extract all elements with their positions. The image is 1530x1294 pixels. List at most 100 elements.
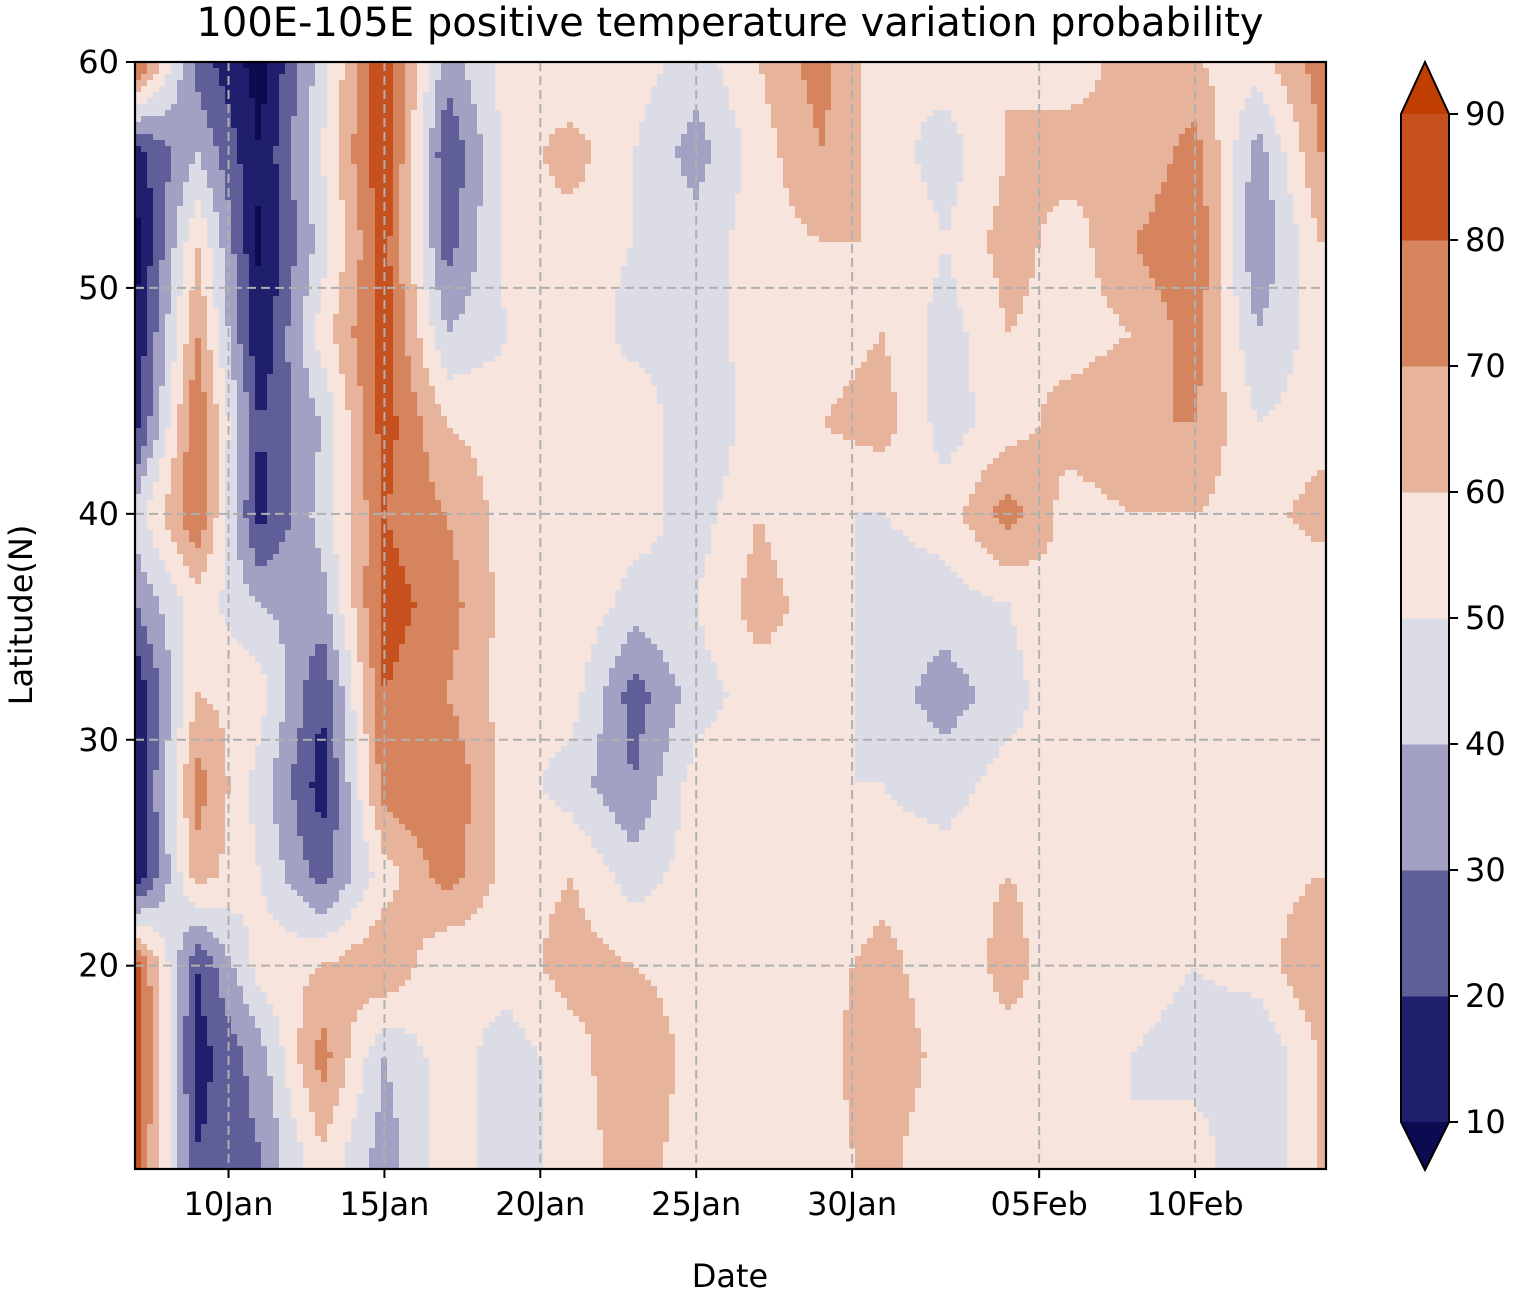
contour-cell (1071, 140, 1078, 147)
contour-cell (747, 194, 754, 201)
contour-cell (501, 152, 508, 159)
contour-cell (735, 152, 742, 159)
contour-cell (1101, 116, 1108, 123)
contour-cell (639, 182, 646, 189)
contour-cell (1101, 188, 1108, 195)
contour-cell (975, 170, 982, 177)
contour-cell (435, 104, 442, 111)
contour-cell (333, 80, 340, 87)
contour-cell (1047, 80, 1054, 87)
contour-cell (1203, 188, 1210, 195)
contour-cell (885, 98, 892, 105)
contour-cell (963, 68, 970, 75)
contour-cell (1119, 164, 1126, 171)
contour-cell (687, 98, 694, 105)
contour-cell (1137, 116, 1144, 123)
contour-cell (735, 110, 742, 117)
contour-cell (303, 92, 310, 99)
contour-cell (1083, 92, 1090, 99)
contour-cell (879, 134, 886, 141)
contour-cell (741, 206, 748, 213)
contour-cell (171, 188, 178, 195)
contour-cell (441, 170, 448, 177)
contour-cell (867, 128, 874, 135)
contour-cell (513, 194, 520, 201)
contour-cell (279, 182, 286, 189)
contour-cell (279, 116, 286, 123)
contour-cell (1227, 68, 1234, 75)
contour-cell (351, 116, 358, 123)
contour-cell (621, 110, 628, 117)
contour-cell (1023, 146, 1030, 153)
contour-cell (897, 134, 904, 141)
contour-cell (1107, 182, 1114, 189)
contour-cell (867, 74, 874, 81)
contour-cell (789, 194, 796, 201)
contour-cell (447, 116, 454, 123)
contour-cell (657, 146, 664, 153)
contour-cell (927, 146, 934, 153)
contour-cell (939, 74, 946, 81)
contour-cell (675, 140, 682, 147)
contour-cell (1041, 170, 1048, 177)
contour-cell (873, 92, 880, 99)
contour-cell (699, 152, 706, 159)
contour-cell (459, 194, 466, 201)
contour-cell (609, 206, 616, 213)
contour-cell (1053, 182, 1060, 189)
contour-cell (1095, 80, 1102, 87)
contour-cell (1185, 104, 1192, 111)
contour-cell (213, 152, 220, 159)
contour-cell (159, 92, 166, 99)
contour-cell (627, 152, 634, 159)
contour-cell (267, 80, 274, 87)
contour-cell (915, 146, 922, 153)
contour-cell (867, 110, 874, 117)
contour-cell (459, 206, 466, 213)
contour-cell (915, 110, 922, 117)
contour-cell (1065, 176, 1072, 183)
contour-cell (705, 146, 712, 153)
contour-cell (603, 80, 610, 87)
contour-cell (753, 98, 760, 105)
contour-cell (765, 80, 772, 87)
contour-cell (477, 200, 484, 207)
contour-cell (1125, 188, 1132, 195)
contour-cell (1281, 116, 1288, 123)
contour-cell (933, 74, 940, 81)
contour-cell (645, 92, 652, 99)
contour-cell (189, 122, 196, 129)
contour-cell (471, 98, 478, 105)
contour-cell (783, 146, 790, 153)
contour-cell (393, 200, 400, 207)
contour-cell (507, 74, 514, 81)
contour-cell (369, 80, 376, 87)
contour-cell (909, 128, 916, 135)
contour-cell (423, 98, 430, 105)
contour-cell (351, 122, 358, 129)
contour-cell (705, 122, 712, 129)
contour-cell (261, 74, 268, 81)
contour-cell (915, 182, 922, 189)
contour-cell (429, 122, 436, 129)
contour-cell (1017, 110, 1024, 117)
contour-cell (969, 164, 976, 171)
contour-cell (1047, 206, 1054, 213)
contour-cell (1113, 158, 1120, 165)
contour-cell (783, 92, 790, 99)
contour-cell (141, 146, 148, 153)
contour-cell (867, 164, 874, 171)
contour-cell (441, 128, 448, 135)
contour-cell (855, 68, 862, 75)
contour-cell (585, 98, 592, 105)
contour-cell (1023, 158, 1030, 165)
contour-cell (777, 200, 784, 207)
contour-cell (297, 206, 304, 213)
contour-cell (543, 206, 550, 213)
contour-cell (1209, 200, 1216, 207)
contour-cell (573, 182, 580, 189)
contour-cell (1065, 182, 1072, 189)
contour-cell (831, 104, 838, 111)
contour-cell (201, 98, 208, 105)
contour-cell (1209, 182, 1216, 189)
